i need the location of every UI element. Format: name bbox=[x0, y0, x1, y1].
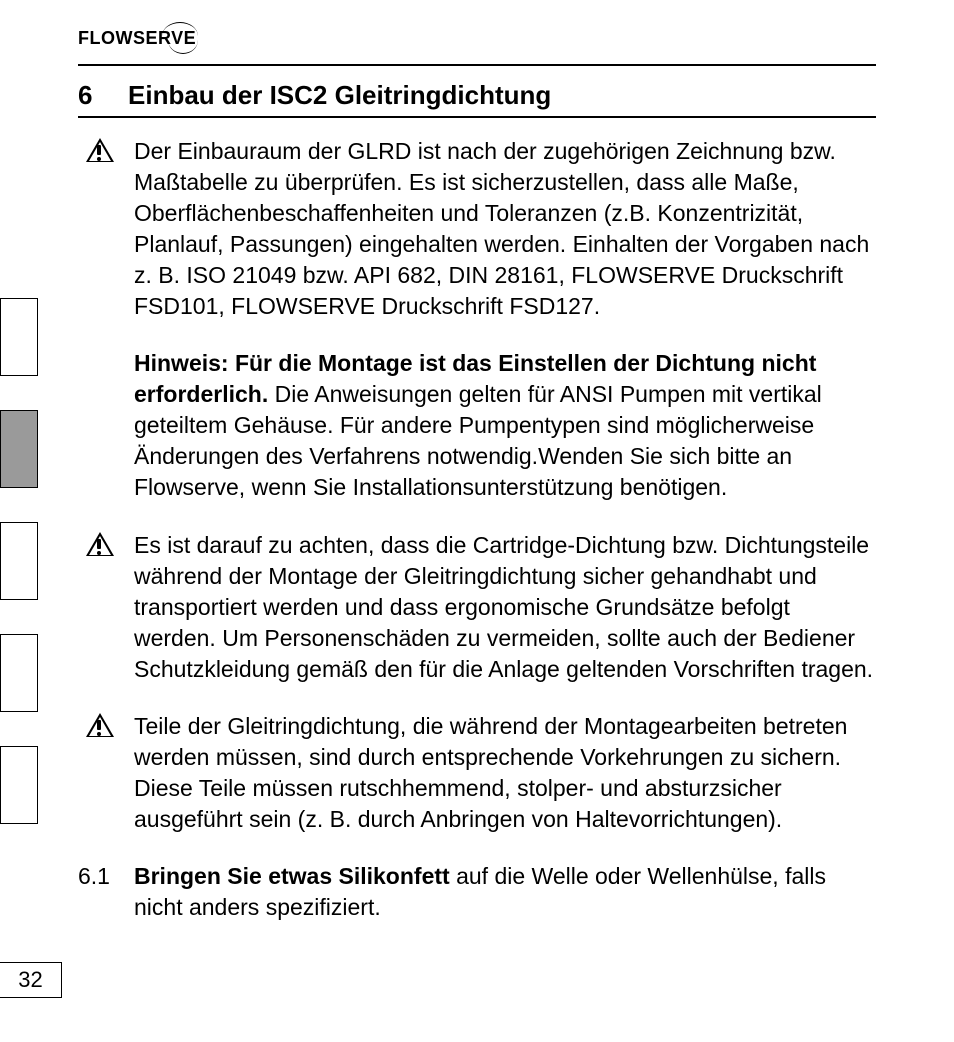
paragraph-text: Der Einbauraum der GLRD ist nach der zug… bbox=[134, 138, 869, 319]
side-tab-3[interactable] bbox=[0, 522, 38, 600]
brand-logo: FLOWSERVE bbox=[78, 28, 196, 49]
body-content: Der Einbauraum der GLRD ist nach der zug… bbox=[78, 136, 876, 949]
warning-paragraph: Teile der Gleitringdichtung, die während… bbox=[78, 711, 876, 835]
step-paragraph: 6.1 Bringen Sie etwas Silikonfett auf di… bbox=[78, 861, 876, 923]
page-number-value: 32 bbox=[18, 967, 42, 993]
note-paragraph: Hinweis: Für die Montage ist das Einstel… bbox=[78, 348, 876, 503]
side-tab-1[interactable] bbox=[0, 298, 38, 376]
side-tab-5[interactable] bbox=[0, 746, 38, 824]
paragraph-text: Es ist darauf zu achten, dass die Cartri… bbox=[134, 532, 873, 682]
section-heading: 6 Einbau der ISC2 Gleitringdichtung bbox=[78, 80, 876, 111]
side-tab-2-active[interactable] bbox=[0, 410, 38, 488]
brand-logo-arc-icon bbox=[162, 22, 198, 36]
step-number: 6.1 bbox=[78, 861, 110, 892]
page: 32 FLOWSERVE 6 Einbau der ISC2 Gleitring… bbox=[0, 0, 954, 1042]
paragraph-text: Teile der Gleitringdichtung, die während… bbox=[134, 713, 847, 832]
side-tabs bbox=[0, 0, 40, 1042]
section-number: 6 bbox=[78, 80, 100, 111]
divider bbox=[78, 116, 876, 118]
side-tab-4[interactable] bbox=[0, 634, 38, 712]
warning-icon bbox=[86, 532, 116, 558]
warning-paragraph: Es ist darauf zu achten, dass die Cartri… bbox=[78, 530, 876, 685]
warning-icon bbox=[86, 138, 116, 164]
page-number: 32 bbox=[0, 962, 62, 998]
step-bold: Bringen Sie etwas Silikonfett bbox=[134, 863, 450, 889]
warning-icon bbox=[86, 713, 116, 739]
section-title: Einbau der ISC2 Gleitringdichtung bbox=[128, 80, 551, 111]
warning-paragraph: Der Einbauraum der GLRD ist nach der zug… bbox=[78, 136, 876, 322]
divider bbox=[78, 64, 876, 66]
brand-logo-arc-icon bbox=[168, 40, 198, 54]
